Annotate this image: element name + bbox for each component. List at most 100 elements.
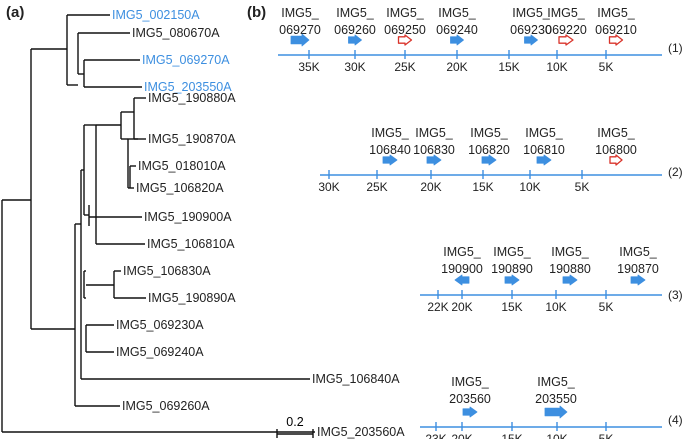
gene-arrow	[426, 154, 442, 166]
gene-arrow-outline	[558, 34, 574, 46]
gene-label-number: 203560	[449, 392, 491, 406]
gene-arrow	[481, 154, 497, 166]
gene-label: IMG5_ 069250	[384, 6, 426, 37]
gene-label: IMG5_ 069210	[595, 6, 637, 37]
panel-b-label: (b)	[247, 4, 266, 21]
gene-label-number: 190900	[441, 262, 483, 276]
tick-label: 22K	[427, 300, 448, 314]
gene-label-prefix: IMG5_	[281, 6, 320, 20]
gene-label-number: 069230	[510, 23, 552, 37]
gene-arrow-outline	[608, 34, 624, 46]
gene-label-prefix: IMG5_	[551, 245, 590, 259]
gene-arrow	[524, 34, 538, 46]
tree-leaf: IMG5_069230A	[116, 318, 204, 332]
gene-arrow-outline	[397, 34, 413, 46]
tick-label: 23K	[425, 432, 446, 439]
locus-1: 35K 30K 25K 20K 15K 10K 5K IMG5_ 069270 IMG5_ 0692…	[278, 6, 683, 74]
tree-leaf: IMG5_106810A	[147, 237, 235, 251]
locus-id: (3)	[668, 288, 683, 302]
tick-label: 15K	[472, 180, 493, 194]
gene-arrow	[562, 274, 578, 286]
tick-label: 5K	[575, 180, 590, 194]
tick-label: 10K	[545, 300, 566, 314]
gene-label: IMG5_ 069220	[545, 6, 587, 37]
tick-label: 15K	[501, 432, 522, 439]
gene-label-number: 106840	[369, 143, 411, 157]
gene-label: IMG5_ 203550	[535, 375, 577, 406]
gene-label-prefix: IMG5_	[619, 245, 658, 259]
gene-label-prefix: IMG5_	[597, 6, 636, 20]
tree-leaf: IMG5_002150A	[112, 8, 200, 22]
gene-label: IMG5_ 190880	[549, 245, 591, 276]
gene-label-prefix: IMG5_	[336, 6, 375, 20]
gene-label-number: 190870	[617, 262, 659, 276]
gene-label-prefix: IMG5_	[438, 6, 477, 20]
gene-arrow	[382, 154, 398, 166]
tick-label: 20K	[451, 432, 472, 439]
gene-label: IMG5_ 190870	[617, 245, 659, 276]
gene-label-number: 106810	[523, 143, 565, 157]
gene-label-number: 106820	[468, 143, 510, 157]
gene-label: IMG5_ 069260	[334, 6, 376, 37]
tick-label: 10K	[546, 60, 567, 74]
gene-arrow	[630, 274, 646, 286]
tick-label: 15K	[498, 60, 519, 74]
gene-label-prefix: IMG5_	[470, 126, 509, 140]
gene-label-prefix: IMG5_	[525, 126, 564, 140]
tree-leaf: IMG5_106820A	[136, 181, 224, 195]
gene-label-prefix: IMG5_	[597, 126, 636, 140]
tick-label: 5K	[599, 300, 614, 314]
gene-arrow	[462, 406, 478, 418]
gene-label: IMG5_ 069230	[510, 6, 552, 37]
gene-label-prefix: IMG5_	[386, 6, 425, 20]
tick-label: 20K	[451, 300, 472, 314]
gene-arrow	[536, 154, 552, 166]
gene-label-number: 069210	[595, 23, 637, 37]
gene-label: IMG5_ 190890	[491, 245, 533, 276]
gene-label: IMG5_ 069240	[436, 6, 478, 37]
locus-id: (2)	[668, 165, 683, 179]
gene-loci: 35K 30K 25K 20K 15K 10K 5K IMG5_ 069270 IMG5_ 0692…	[278, 6, 683, 439]
gene-label-prefix: IMG5_	[493, 245, 532, 259]
gene-label-prefix: IMG5_	[371, 126, 410, 140]
phylogenetic-tree	[1, 14, 315, 433]
gene-label: IMG5_ 106820	[468, 126, 510, 157]
tick-label: 15K	[501, 300, 522, 314]
gene-label-number: 203550	[535, 392, 577, 406]
gene-label-number: 069250	[384, 23, 426, 37]
tick-label: 10K	[519, 180, 540, 194]
gene-label-prefix: IMG5_	[451, 375, 490, 389]
gene-arrow	[504, 274, 520, 286]
gene-label: IMG5_ 106800	[595, 126, 637, 157]
tree-leaf: IMG5_106840A	[312, 372, 400, 386]
tree-leaf: IMG5_190870A	[148, 132, 236, 146]
gene-arrow	[450, 34, 464, 46]
gene-label: IMG5_ 106840	[369, 126, 411, 157]
tick-label: 35K	[298, 60, 319, 74]
gene-label-prefix: IMG5_	[415, 126, 454, 140]
gene-label-number: 106800	[595, 143, 637, 157]
gene-label-number: 190880	[549, 262, 591, 276]
gene-arrow	[290, 33, 310, 47]
tree-leaf: IMG5_080670A	[132, 26, 220, 40]
tick-label: 5K	[599, 60, 614, 74]
tree-leaf: IMG5_069270A	[142, 53, 230, 67]
gene-arrow	[544, 405, 568, 419]
gene-label-prefix: IMG5_	[512, 6, 551, 20]
tree-leaf: IMG5_190880A	[148, 91, 236, 105]
tick-label: 20K	[420, 180, 441, 194]
gene-arrow	[348, 34, 362, 46]
gene-label: IMG5_ 069270	[279, 6, 321, 37]
gene-label-number: 069260	[334, 23, 376, 37]
tick-label: 5K	[599, 432, 614, 439]
gene-label-prefix: IMG5_	[537, 375, 576, 389]
tree-leaf: IMG5_203560A	[317, 425, 405, 439]
gene-label-number: 069270	[279, 23, 321, 37]
gene-arrow	[454, 274, 470, 286]
tick-label: 20K	[446, 60, 467, 74]
tree-leaf: IMG5_069260A	[122, 399, 210, 413]
